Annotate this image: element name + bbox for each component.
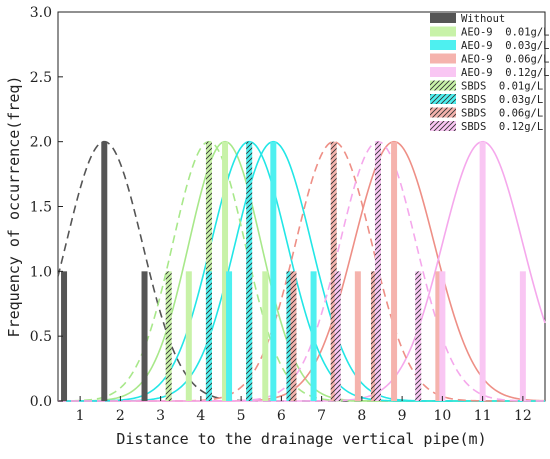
x-axis: 1 2 3 4 5 6 7 8 9 10 11 12: [76, 396, 532, 424]
bar-aeo-9-0-01g-l-1: [222, 141, 229, 402]
bar-sbds-0-12g-l-1: [374, 141, 381, 402]
x-tick-label: 8: [357, 408, 366, 424]
bar-without-0: [61, 271, 68, 401]
legend-label-sbds-0-06g-l: SBDS 0.06g/L: [461, 108, 543, 120]
bars-layer: [61, 141, 526, 402]
legend-swatch-sbds-0-06g-l: [430, 107, 456, 118]
legend-swatch-aeo-9-0-03g-l: [430, 40, 456, 50]
curve-sbds-0-01g-l: [57, 140, 545, 402]
legend-label-aeo-9-0-12g-l: AEO-9 0.12g/L: [461, 67, 550, 79]
legend-label-sbds-0-01g-l: SBDS 0.01g/L: [461, 81, 543, 93]
bar-sbds-0-12g-l-2: [415, 271, 422, 401]
y-tick-label: 1.5: [30, 200, 52, 216]
bar-without-1: [101, 141, 108, 402]
legend-swatch-without: [430, 13, 456, 23]
legend-label-sbds-0-03g-l: SBDS 0.03g/L: [461, 94, 543, 106]
x-tick-label: 12: [514, 408, 532, 424]
x-tick-label: 9: [398, 408, 407, 424]
x-tick-label: 10: [433, 408, 451, 424]
bar-aeo-9-0-12g-l-1: [479, 141, 486, 402]
x-tick-label: 11: [474, 408, 492, 424]
x-axis-label: Distance to the drainage vertical pipe(m…: [116, 430, 486, 448]
legend-label-aeo-9-0-06g-l: AEO-9 0.06g/L: [461, 54, 550, 66]
y-tick-label: 0.0: [30, 394, 52, 410]
bar-aeo-9-0-01g-l-2: [262, 271, 269, 401]
legend-label-sbds-0-12g-l: SBDS 0.12g/L: [461, 121, 543, 133]
legend-label-without: Without: [461, 13, 505, 25]
legend-swatch-sbds-0-01g-l: [430, 80, 456, 91]
y-tick-label: 2.0: [30, 135, 52, 151]
curve-aeo-9-0-06g-l: [58, 140, 546, 402]
bar-aeo-9-0-12g-l-2: [519, 271, 526, 401]
bar-sbds-0-06g-l-0: [290, 271, 297, 401]
bar-aeo-9-0-03g-l-2: [310, 271, 317, 401]
bar-aeo-9-0-12g-l-0: [439, 271, 446, 401]
x-tick-label: 7: [317, 408, 326, 424]
y-axis: 0.0 0.5 1.0 1.5 2.0 2.5 3.0: [30, 5, 63, 410]
bar-sbds-0-03g-l-2: [286, 271, 293, 401]
x-tick-label: 6: [277, 408, 286, 424]
x-tick-label: 5: [237, 408, 246, 424]
y-tick-label: 1.0: [30, 264, 52, 280]
y-tick-label: 2.5: [30, 70, 52, 86]
legend-swatch-sbds-0-03g-l: [430, 94, 456, 104]
curve-sbds-0-12g-l: [58, 140, 545, 402]
legend-label-aeo-9-0-01g-l: AEO-9 0.01g/L: [461, 27, 550, 39]
y-tick-label: 3.0: [30, 5, 52, 21]
bar-sbds-0-12g-l-0: [334, 271, 341, 401]
bar-aeo-9-0-06g-l-2: [435, 271, 442, 401]
legend-swatch-sbds-0-12g-l: [430, 121, 456, 131]
legend-swatch-aeo-9-0-12g-l: [430, 67, 456, 77]
y-axis-label: Frequency of occurrence(freq): [5, 76, 23, 338]
bar-sbds-0-06g-l-1: [330, 141, 337, 402]
y-tick-label: 0.5: [30, 329, 52, 345]
legend-swatch-aeo-9-0-06g-l: [430, 53, 456, 64]
bar-aeo-9-0-03g-l-0: [226, 271, 233, 401]
bar-aeo-9-0-06g-l-1: [391, 141, 398, 402]
bar-aeo-9-0-01g-l-0: [185, 271, 192, 401]
bar-sbds-0-03g-l-1: [246, 141, 253, 402]
bar-aeo-9-0-06g-l-0: [354, 271, 361, 401]
legend-swatch-aeo-9-0-01g-l: [430, 26, 456, 37]
curves-layer: [57, 140, 546, 402]
bar-sbds-0-01g-l-0: [165, 271, 172, 401]
bar-sbds-0-03g-l-0: [205, 271, 212, 401]
plot-area: [57, 11, 546, 402]
bar-aeo-9-0-03g-l-1: [270, 141, 277, 402]
x-tick-label: 4: [196, 408, 205, 424]
x-tick-label: 1: [76, 408, 85, 424]
x-tick-label: 3: [156, 408, 165, 424]
bar-without-2: [141, 271, 148, 401]
x-tick-label: 2: [116, 408, 125, 424]
bar-sbds-0-06g-l-2: [370, 271, 377, 401]
legend-label-aeo-9-0-03g-l: AEO-9 0.03g/L: [461, 40, 550, 52]
